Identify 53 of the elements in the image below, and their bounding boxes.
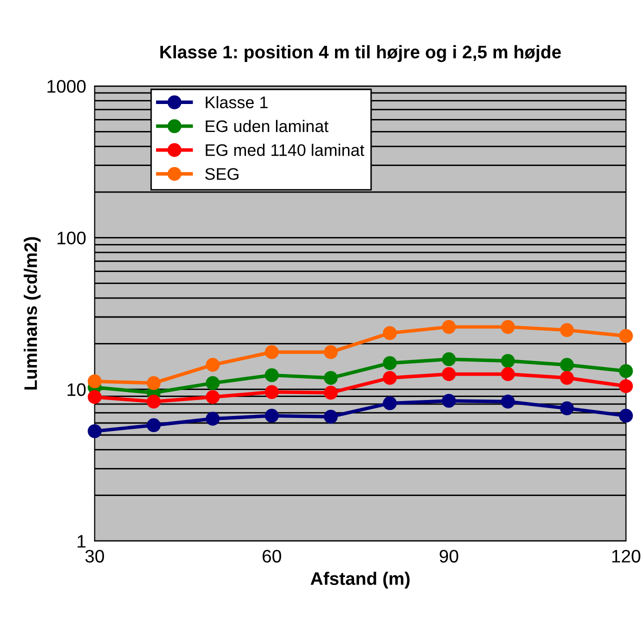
x-axis-title: Afstand (m) (310, 572, 410, 589)
point (88, 424, 102, 438)
legend-label: EG uden laminat (206, 120, 328, 132)
point (560, 323, 574, 338)
point (324, 386, 338, 400)
x-tick-label: 60 (262, 550, 282, 563)
point (324, 410, 338, 424)
point (619, 408, 633, 423)
y-axis-title: Luminans (cd/m2) (24, 237, 41, 390)
point (500, 394, 515, 409)
point (206, 390, 220, 404)
point (324, 345, 338, 360)
legend-label: Klasse 1 (206, 96, 268, 108)
point (206, 358, 220, 372)
point (324, 370, 338, 385)
y-tick-label: 1000 (48, 80, 86, 93)
point (442, 320, 456, 334)
x-tick-label: 30 (85, 550, 104, 563)
point (206, 412, 220, 426)
point (146, 376, 161, 390)
point (146, 418, 161, 432)
legend-label: SEG (205, 168, 238, 180)
point (146, 394, 161, 409)
point (500, 367, 515, 382)
point (500, 320, 515, 334)
point (382, 396, 397, 410)
y-tick-label: 1 (78, 535, 86, 548)
chart-title: Klasse 1: position 4 m til højre og i 2,5 m højde (160, 45, 561, 62)
point (88, 374, 102, 388)
point (442, 352, 456, 366)
point (619, 328, 633, 343)
point (382, 356, 397, 370)
point (560, 401, 574, 416)
point (619, 379, 633, 394)
y-tick-label: 10 (68, 383, 86, 396)
x-tick-label: 90 (440, 550, 458, 563)
point (264, 385, 279, 399)
point (442, 394, 456, 408)
point (382, 370, 397, 385)
point (264, 368, 279, 382)
point (560, 358, 574, 372)
point (382, 326, 397, 340)
point (560, 370, 574, 385)
point (619, 364, 633, 378)
point (500, 354, 515, 368)
point (206, 376, 220, 390)
point (264, 345, 279, 360)
x-tick-label: 120 (612, 550, 640, 563)
point (442, 367, 456, 382)
y-tick-label: 100 (58, 232, 86, 244)
point (88, 390, 102, 404)
point (264, 408, 279, 423)
legend-label: EG med 1140 laminat (206, 144, 364, 156)
